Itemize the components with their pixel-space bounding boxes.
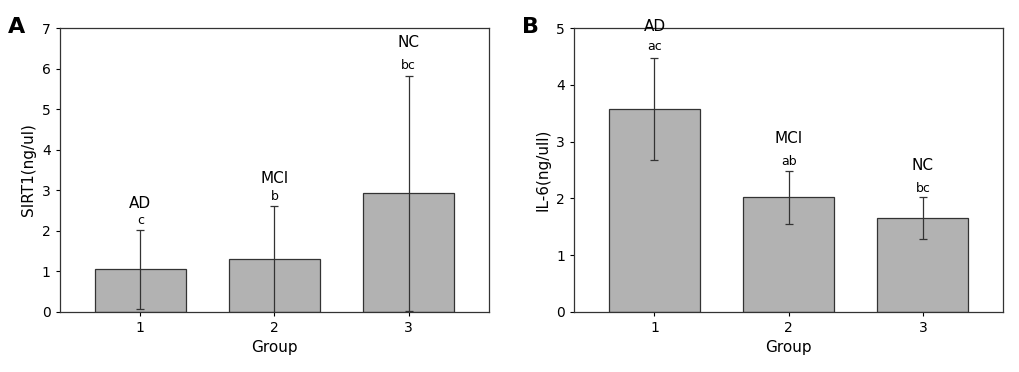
Bar [876, 218, 967, 312]
Text: c: c [137, 214, 144, 227]
Bar [228, 259, 320, 312]
Text: A: A [8, 17, 25, 37]
Bar [95, 269, 185, 312]
Y-axis label: IL-6(ng/ull): IL-6(ng/ull) [535, 129, 550, 211]
X-axis label: Group: Group [251, 340, 298, 355]
Text: ac: ac [646, 40, 661, 53]
Text: b: b [270, 190, 278, 203]
Text: AD: AD [643, 19, 664, 34]
Text: bc: bc [400, 59, 416, 72]
Text: MCI: MCI [773, 131, 802, 146]
Text: MCI: MCI [260, 171, 288, 186]
Y-axis label: SIRT1(ng/ul): SIRT1(ng/ul) [21, 124, 37, 217]
Bar [742, 197, 834, 312]
Bar [608, 109, 699, 312]
Text: NC: NC [911, 158, 933, 173]
Text: bc: bc [914, 182, 929, 195]
Text: ab: ab [781, 155, 796, 168]
Text: NC: NC [397, 35, 419, 51]
Text: B: B [522, 17, 539, 37]
Bar [363, 193, 453, 312]
Text: AD: AD [129, 196, 151, 211]
X-axis label: Group: Group [764, 340, 811, 355]
